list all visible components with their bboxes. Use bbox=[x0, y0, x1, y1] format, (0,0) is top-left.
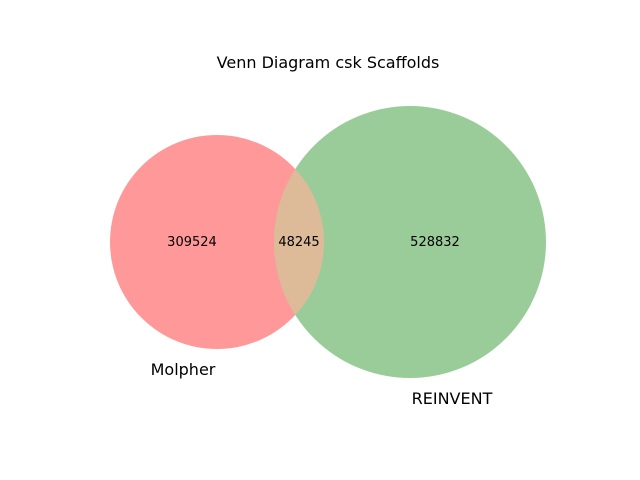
overlap-count: 48245 bbox=[278, 235, 319, 250]
diagram-title: Venn Diagram csk Scaffolds bbox=[217, 53, 440, 72]
reinvent-set-circle bbox=[274, 106, 546, 378]
molpher-set-label: Molpher bbox=[151, 360, 216, 379]
reinvent-only-count: 528832 bbox=[410, 235, 460, 250]
molpher-only-count: 309524 bbox=[167, 235, 217, 250]
molpher-set-circle bbox=[110, 135, 324, 349]
reinvent-set-label: REINVENT bbox=[412, 389, 493, 408]
